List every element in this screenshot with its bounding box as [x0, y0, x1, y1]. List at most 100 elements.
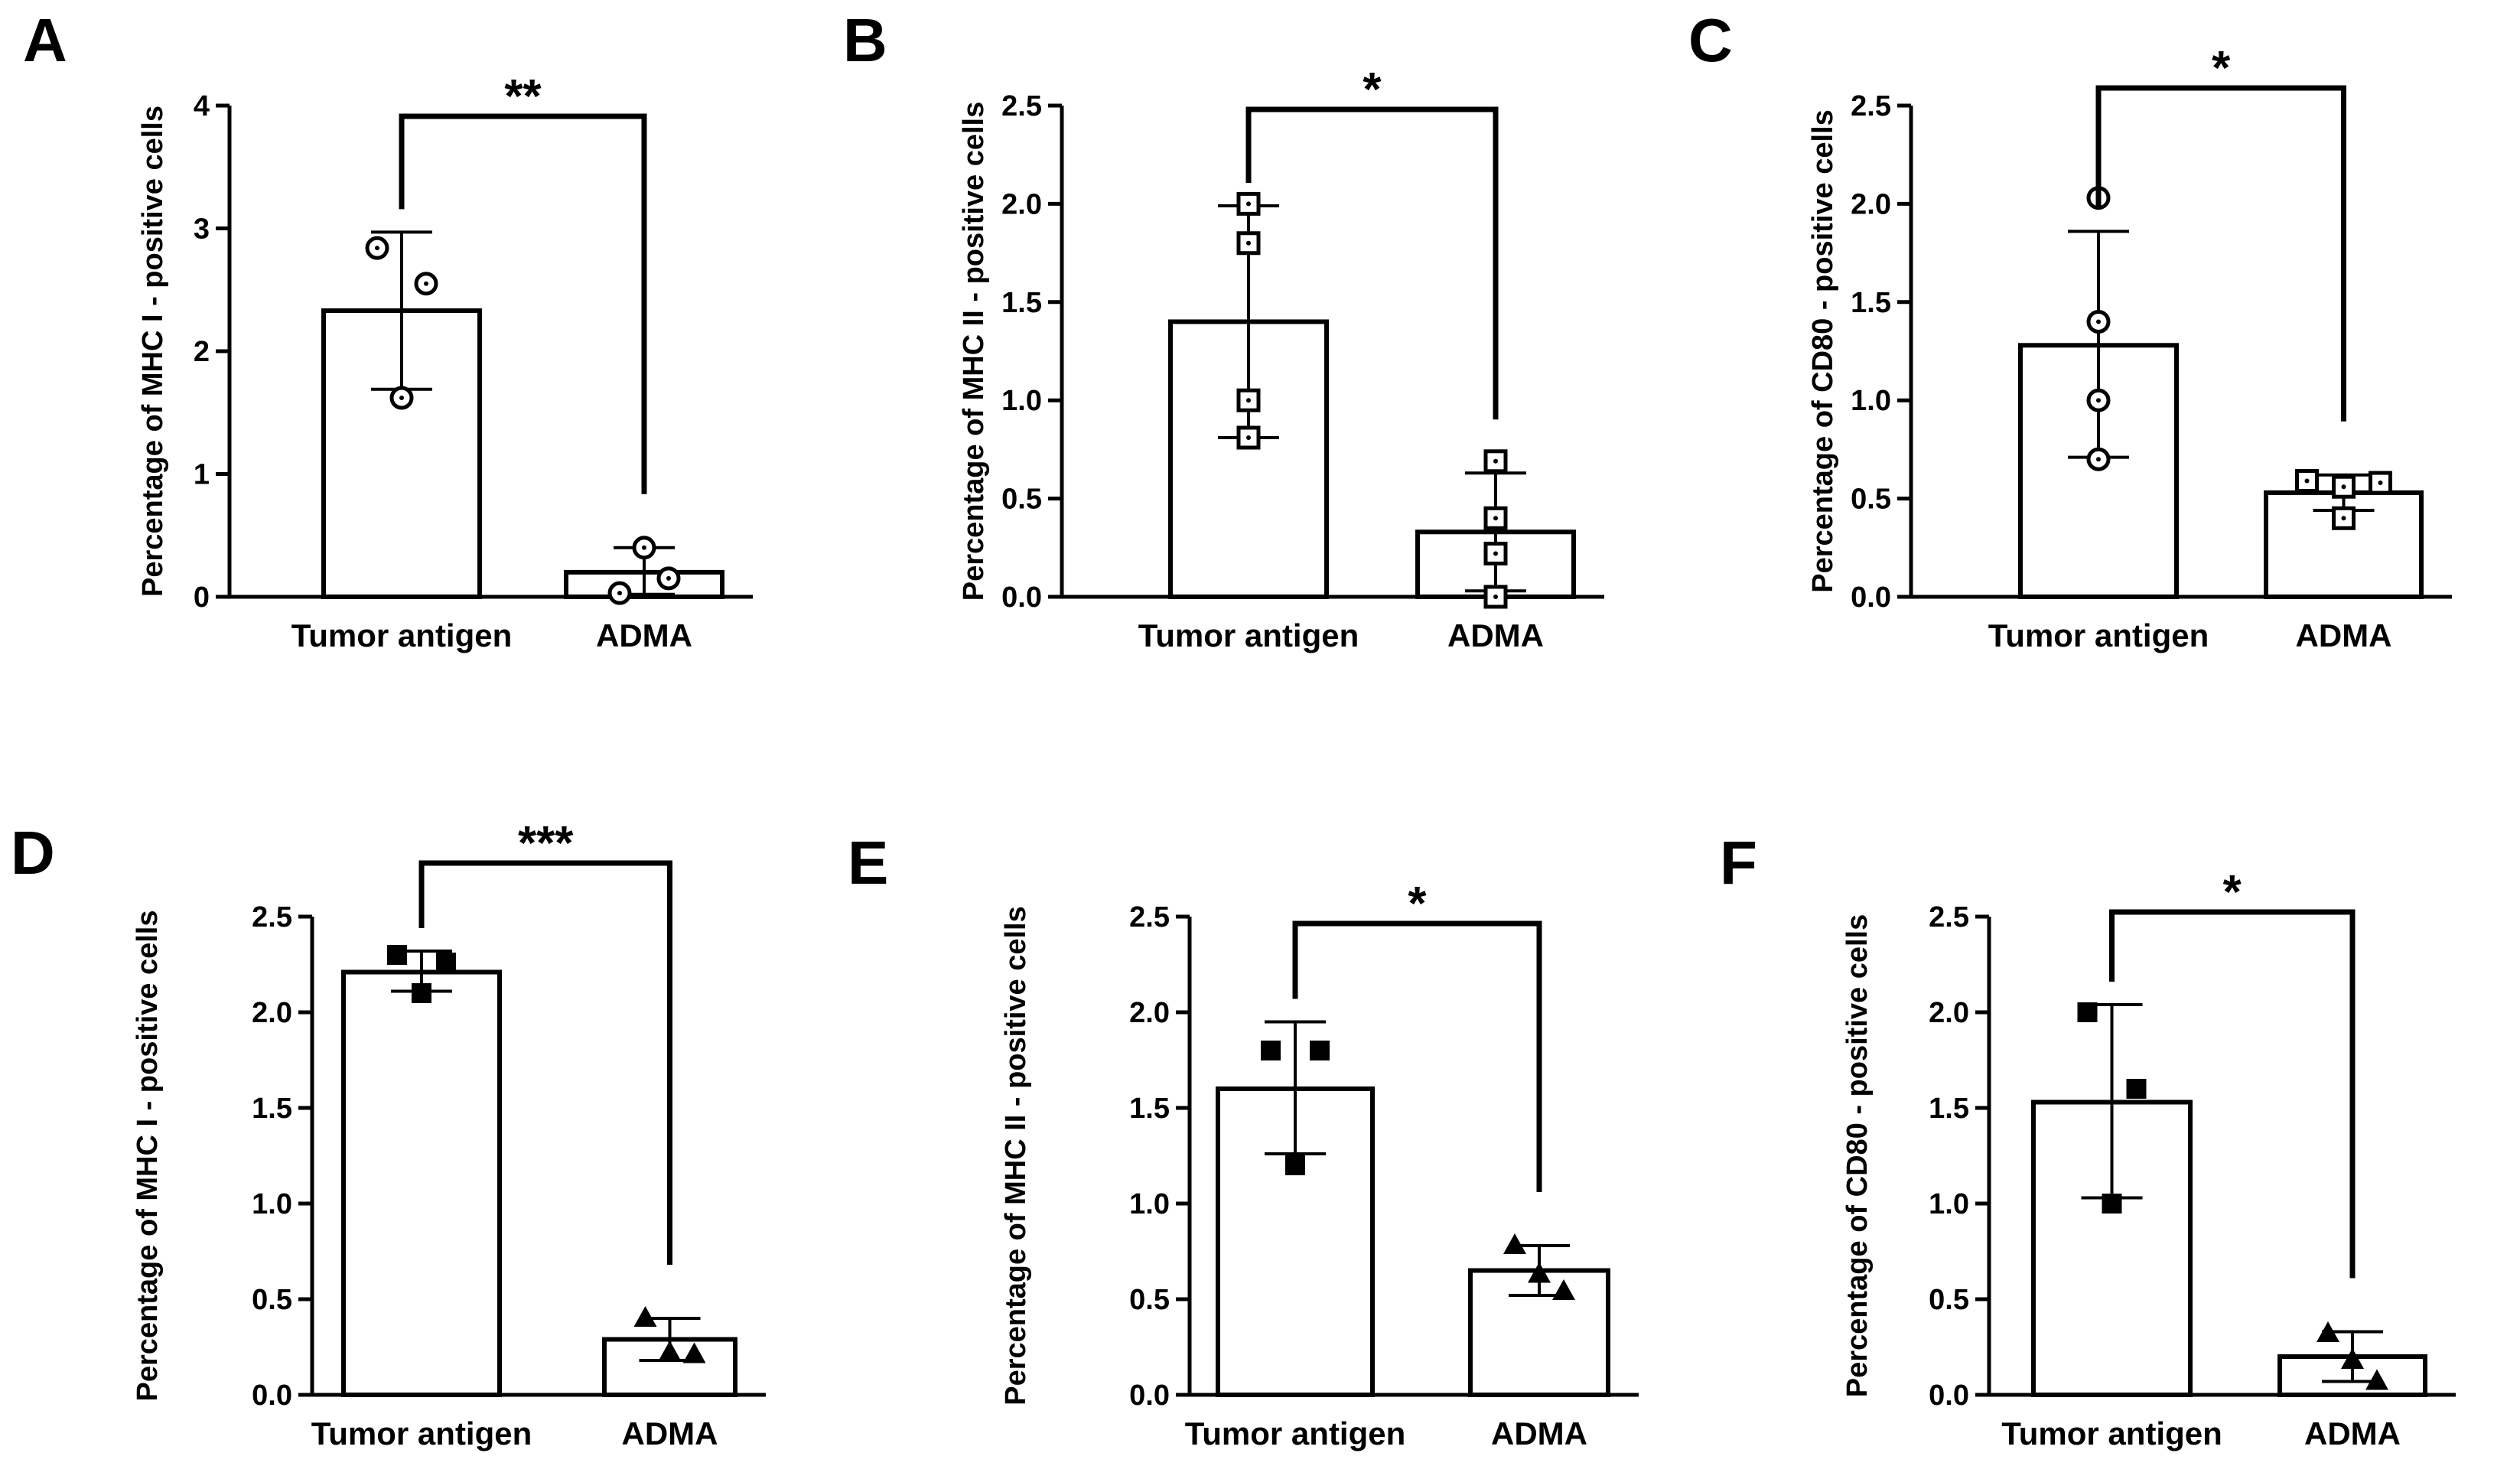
data-point-dot: [1493, 595, 1498, 599]
significance-stars: ***: [518, 817, 574, 870]
data-point: [2332, 506, 2356, 530]
significance-stars: *: [1408, 878, 1427, 930]
y-tick-label: 0.5: [1929, 1284, 1969, 1316]
significance-stars: *: [2223, 866, 2242, 919]
data-point: [1310, 1041, 1330, 1060]
category-label: Tumor antigen: [291, 617, 513, 653]
y-axis-label: Percentage of MHC I - positive cells: [137, 106, 169, 597]
bar: [341, 969, 502, 1397]
category-label: ADMA: [1447, 617, 1544, 653]
data-point-dot: [375, 246, 379, 251]
data-point: [1236, 425, 1261, 450]
significance-stars: *: [2212, 42, 2231, 95]
data-point-dot: [1246, 398, 1251, 403]
data-point-dot: [2378, 481, 2383, 486]
data-point: [2077, 1002, 2098, 1022]
y-axis-label: Percentage of CD80 - positive cells: [1807, 109, 1839, 592]
y-tick-label: 0: [194, 582, 210, 614]
category-label: ADMA: [1491, 1416, 1587, 1451]
y-tick-label: 0.5: [1129, 1284, 1170, 1316]
data-point: [2365, 1369, 2388, 1390]
significance-bracket: [399, 113, 647, 494]
panel-a: A 0 1 2 3 4 Percentage of MHC I - positive cel…: [23, 6, 753, 653]
significance-stars: **: [504, 70, 542, 123]
y-tick-label: 0.5: [1851, 484, 1891, 516]
data-point-dot: [2096, 457, 2101, 462]
category-label: Tumor antigen: [311, 1416, 532, 1451]
y-tick-label: 1.0: [1851, 385, 1891, 417]
y-tick-label: 0.0: [252, 1380, 292, 1412]
y-tick-label: 2.5: [1851, 90, 1891, 122]
significance-bracket: [418, 860, 672, 1265]
panel-f: F 0.0 0.5 1.0 1.5 2.0 2.5 Percentage of CD80 - …: [1720, 829, 2456, 1451]
data-point: [387, 945, 407, 965]
data-point: [412, 983, 431, 1003]
data-point-dot: [2341, 484, 2346, 490]
category-label: ADMA: [596, 617, 692, 653]
significance-bracket: [1292, 920, 1542, 1192]
data-point: [2369, 471, 2392, 495]
y-tick-label: 1.0: [1001, 385, 1042, 417]
data-point: [2317, 1321, 2339, 1342]
y-axis-label: Percentage of MHC II - positive cells: [1000, 906, 1032, 1406]
y-tick-label: 2.5: [1001, 90, 1042, 122]
category-label: Tumor antigen: [1988, 617, 2209, 653]
y-tick-label: 0.0: [1851, 582, 1891, 614]
y-tick-label: 0.5: [1001, 484, 1042, 516]
panel-letter: A: [23, 6, 67, 74]
panel-letter: B: [843, 6, 887, 74]
data-point-dot: [1246, 201, 1251, 207]
category-label: ADMA: [622, 1416, 718, 1451]
data-point-dot: [666, 575, 671, 581]
data-point-dot: [617, 591, 622, 596]
y-tick-label: 1.5: [1929, 1093, 1969, 1125]
panel-letter: F: [1720, 829, 1757, 897]
panel-letter: C: [1688, 6, 1733, 74]
category-label: Tumor antigen: [1138, 617, 1359, 653]
panel-e: E 0.0 0.5 1.0 1.5 2.0 2.5 Percentage of MHC II …: [848, 829, 1639, 1451]
y-tick-label: 0.0: [1129, 1380, 1170, 1412]
data-point-dot: [1493, 516, 1498, 521]
data-point: [682, 1342, 706, 1363]
y-tick-label: 0.5: [252, 1284, 292, 1316]
y-tick-label: 1.5: [252, 1093, 292, 1125]
data-point-dot: [1246, 240, 1251, 246]
data-point-dot: [2304, 478, 2310, 484]
y-tick-label: 1.0: [1929, 1188, 1969, 1220]
data-point: [2126, 1079, 2147, 1099]
y-tick-label: 2.0: [1851, 188, 1891, 220]
data-point: [633, 1306, 657, 1327]
y-tick-label: 0.0: [1001, 582, 1042, 614]
panel-letter: E: [848, 829, 888, 897]
y-axis-label: Percentage of MHC II - positive cells: [958, 102, 990, 601]
significance-bracket: [1245, 106, 1499, 420]
data-point: [1261, 1041, 1281, 1060]
panel-c: C 0.0 0.5 1.0 1.5 2.0 2.5 Percentage of CD80 - …: [1688, 6, 2452, 653]
y-tick-label: 2.5: [1929, 901, 1969, 933]
category-label: Tumor antigen: [2001, 1416, 2222, 1451]
y-tick-label: 2: [194, 336, 210, 368]
data-point: [658, 1341, 682, 1361]
data-point: [436, 953, 456, 972]
y-tick-label: 2.0: [1129, 997, 1170, 1029]
data-point: [2102, 1194, 2122, 1214]
panel-d: D 0.0 0.5 1.0 1.5 2.0 2.5 Percentage of MHC I -…: [11, 817, 766, 1451]
data-point-dot: [399, 395, 404, 400]
y-tick-label: 1: [194, 459, 210, 491]
y-tick-label: 1.5: [1129, 1093, 1170, 1125]
data-point-dot: [2096, 398, 2101, 403]
y-tick-label: 2.5: [252, 901, 292, 933]
data-point: [1503, 1233, 1526, 1254]
y-tick-label: 2.0: [1929, 997, 1969, 1029]
y-tick-label: 1.0: [1129, 1188, 1170, 1220]
y-tick-label: 1.5: [1851, 287, 1891, 319]
y-tick-label: 1.5: [1001, 287, 1042, 319]
y-tick-label: 0.0: [1929, 1380, 1969, 1412]
data-point-dot: [642, 545, 646, 550]
y-tick-label: 4: [194, 90, 210, 122]
category-label: ADMA: [2304, 1416, 2401, 1451]
y-tick-label: 2.5: [1129, 901, 1170, 933]
y-axis-label: Percentage of MHC I - positive cells: [132, 911, 164, 1402]
data-point-dot: [1493, 551, 1498, 556]
data-point: [1285, 1155, 1305, 1175]
